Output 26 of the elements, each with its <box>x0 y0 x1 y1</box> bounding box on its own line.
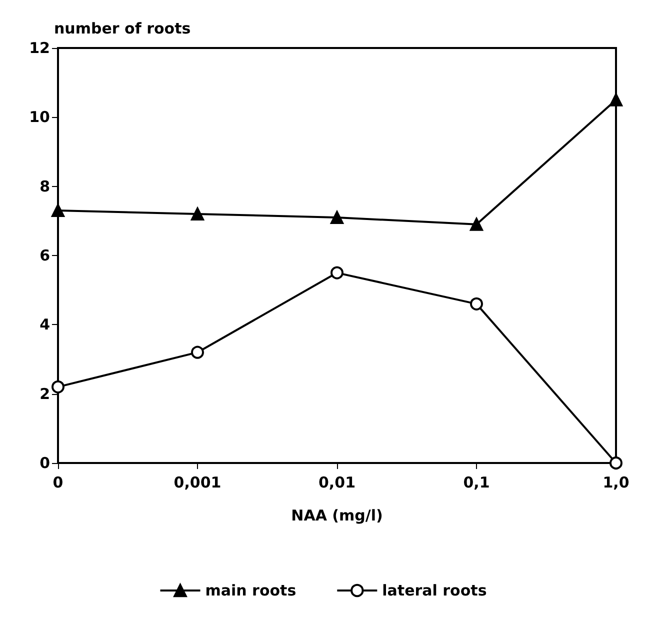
x-tick-label: 0,01 <box>318 474 356 492</box>
point <box>470 297 483 310</box>
point <box>610 93 622 106</box>
point <box>330 266 344 280</box>
point <box>330 210 344 224</box>
y-tick-label: 0 <box>40 454 50 472</box>
point <box>52 204 64 218</box>
x-axis-title: NAA (mg/l) <box>291 506 383 524</box>
x-tick-label: 1,0 <box>602 474 630 492</box>
point <box>610 456 622 470</box>
point <box>191 346 204 359</box>
point <box>52 380 64 394</box>
x-tick-label: 0 <box>52 474 64 492</box>
y-tick-label: 10 <box>29 108 50 126</box>
y-tick-label: 4 <box>40 316 50 334</box>
point <box>191 208 204 220</box>
y-tick-label: 6 <box>40 246 50 264</box>
x-tick-label: 0,001 <box>174 474 222 492</box>
x-tick-label: 0,1 <box>463 474 490 492</box>
y-axis-title: number of roots <box>54 20 191 38</box>
legend-label: main roots <box>205 582 296 600</box>
y-tick-label: 2 <box>40 384 50 403</box>
y-tick-label: 8 <box>40 177 50 196</box>
y-tick-label: 12 <box>29 39 50 57</box>
legend-label: lateral roots <box>382 582 487 600</box>
point <box>470 218 483 231</box>
